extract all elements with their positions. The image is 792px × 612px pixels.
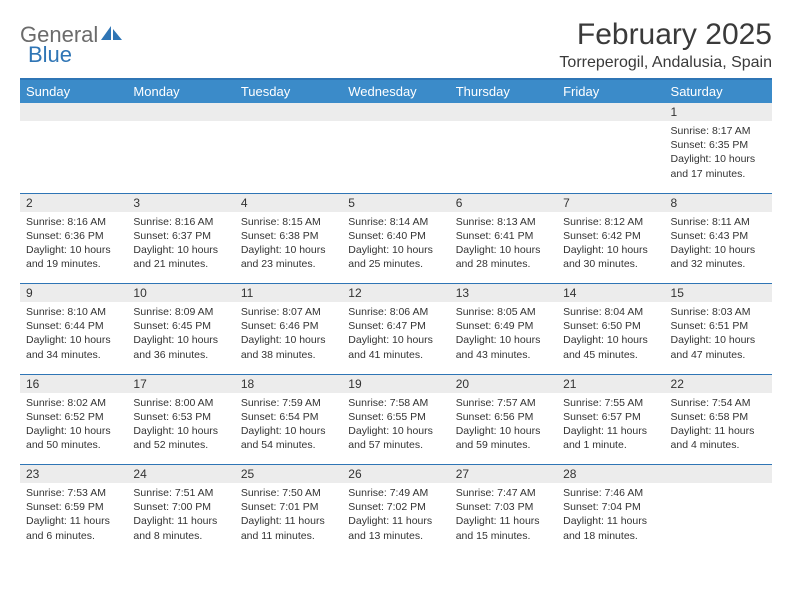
day-cell: Sunrise: 8:13 AMSunset: 6:41 PMDaylight:… (450, 212, 557, 284)
day-content-row: Sunrise: 8:02 AMSunset: 6:52 PMDaylight:… (20, 393, 772, 465)
day-number: 24 (127, 465, 234, 484)
day-number: 2 (20, 193, 127, 212)
weekday-header: Tuesday (235, 80, 342, 103)
day-cell: Sunrise: 7:49 AMSunset: 7:02 PMDaylight:… (342, 483, 449, 555)
day-cell (665, 483, 772, 555)
day-number: 16 (20, 374, 127, 393)
weekday-header-row: Sunday Monday Tuesday Wednesday Thursday… (20, 80, 772, 103)
day-number: 27 (450, 465, 557, 484)
day-number: 23 (20, 465, 127, 484)
month-title: February 2025 (559, 18, 772, 52)
day-cell: Sunrise: 8:10 AMSunset: 6:44 PMDaylight:… (20, 302, 127, 374)
day-cell: Sunrise: 7:53 AMSunset: 6:59 PMDaylight:… (20, 483, 127, 555)
day-number: 9 (20, 284, 127, 303)
day-cell (450, 121, 557, 193)
logo-text-blue-wrap: Blue (28, 42, 72, 68)
day-cell: Sunrise: 7:46 AMSunset: 7:04 PMDaylight:… (557, 483, 664, 555)
day-number: 4 (235, 193, 342, 212)
day-cell: Sunrise: 8:06 AMSunset: 6:47 PMDaylight:… (342, 302, 449, 374)
day-number: 11 (235, 284, 342, 303)
day-number: 20 (450, 374, 557, 393)
weekday-header: Friday (557, 80, 664, 103)
day-number: 5 (342, 193, 449, 212)
day-number (450, 103, 557, 121)
day-number-row: 1 (20, 103, 772, 121)
title-block: February 2025 Torreperogil, Andalusia, S… (559, 18, 772, 72)
day-cell: Sunrise: 8:09 AMSunset: 6:45 PMDaylight:… (127, 302, 234, 374)
day-cell: Sunrise: 7:51 AMSunset: 7:00 PMDaylight:… (127, 483, 234, 555)
location: Torreperogil, Andalusia, Spain (559, 54, 772, 72)
day-cell: Sunrise: 7:47 AMSunset: 7:03 PMDaylight:… (450, 483, 557, 555)
day-number: 26 (342, 465, 449, 484)
day-cell: Sunrise: 8:15 AMSunset: 6:38 PMDaylight:… (235, 212, 342, 284)
day-cell: Sunrise: 8:17 AMSunset: 6:35 PMDaylight:… (665, 121, 772, 193)
day-cell: Sunrise: 7:50 AMSunset: 7:01 PMDaylight:… (235, 483, 342, 555)
day-cell: Sunrise: 8:03 AMSunset: 6:51 PMDaylight:… (665, 302, 772, 374)
day-number (235, 103, 342, 121)
day-cell (20, 121, 127, 193)
day-number: 12 (342, 284, 449, 303)
day-content-row: Sunrise: 7:53 AMSunset: 6:59 PMDaylight:… (20, 483, 772, 555)
day-cell: Sunrise: 8:16 AMSunset: 6:37 PMDaylight:… (127, 212, 234, 284)
day-cell: Sunrise: 8:12 AMSunset: 6:42 PMDaylight:… (557, 212, 664, 284)
day-content-row: Sunrise: 8:16 AMSunset: 6:36 PMDaylight:… (20, 212, 772, 284)
day-number: 8 (665, 193, 772, 212)
day-number: 6 (450, 193, 557, 212)
day-cell: Sunrise: 7:55 AMSunset: 6:57 PMDaylight:… (557, 393, 664, 465)
day-cell: Sunrise: 7:59 AMSunset: 6:54 PMDaylight:… (235, 393, 342, 465)
day-number: 13 (450, 284, 557, 303)
weekday-header: Saturday (665, 80, 772, 103)
day-number (342, 103, 449, 121)
header: General February 2025 Torreperogil, Anda… (20, 18, 772, 72)
day-cell: Sunrise: 7:57 AMSunset: 6:56 PMDaylight:… (450, 393, 557, 465)
day-cell (235, 121, 342, 193)
calendar-body: 1Sunrise: 8:17 AMSunset: 6:35 PMDaylight… (20, 103, 772, 555)
day-number (557, 103, 664, 121)
day-number: 19 (342, 374, 449, 393)
day-cell: Sunrise: 8:11 AMSunset: 6:43 PMDaylight:… (665, 212, 772, 284)
day-content-row: Sunrise: 8:17 AMSunset: 6:35 PMDaylight:… (20, 121, 772, 193)
day-number-row: 2345678 (20, 193, 772, 212)
weekday-header: Monday (127, 80, 234, 103)
day-cell: Sunrise: 7:58 AMSunset: 6:55 PMDaylight:… (342, 393, 449, 465)
day-cell: Sunrise: 8:00 AMSunset: 6:53 PMDaylight:… (127, 393, 234, 465)
day-number: 18 (235, 374, 342, 393)
weekday-header: Wednesday (342, 80, 449, 103)
day-number (665, 465, 772, 484)
logo-text-blue: Blue (28, 42, 72, 67)
day-number-row: 16171819202122 (20, 374, 772, 393)
day-cell: Sunrise: 7:54 AMSunset: 6:58 PMDaylight:… (665, 393, 772, 465)
day-number: 22 (665, 374, 772, 393)
day-number (127, 103, 234, 121)
day-cell: Sunrise: 8:07 AMSunset: 6:46 PMDaylight:… (235, 302, 342, 374)
day-cell: Sunrise: 8:14 AMSunset: 6:40 PMDaylight:… (342, 212, 449, 284)
day-cell (342, 121, 449, 193)
day-cell (557, 121, 664, 193)
day-cell: Sunrise: 8:16 AMSunset: 6:36 PMDaylight:… (20, 212, 127, 284)
weekday-header: Thursday (450, 80, 557, 103)
day-number: 25 (235, 465, 342, 484)
day-number (20, 103, 127, 121)
logo-sail-icon (101, 24, 123, 47)
calendar-table: Sunday Monday Tuesday Wednesday Thursday… (20, 80, 772, 555)
day-cell: Sunrise: 8:05 AMSunset: 6:49 PMDaylight:… (450, 302, 557, 374)
day-number: 14 (557, 284, 664, 303)
day-cell: Sunrise: 8:04 AMSunset: 6:50 PMDaylight:… (557, 302, 664, 374)
day-cell (127, 121, 234, 193)
day-number: 1 (665, 103, 772, 121)
day-number: 17 (127, 374, 234, 393)
day-number: 21 (557, 374, 664, 393)
day-content-row: Sunrise: 8:10 AMSunset: 6:44 PMDaylight:… (20, 302, 772, 374)
day-cell: Sunrise: 8:02 AMSunset: 6:52 PMDaylight:… (20, 393, 127, 465)
weekday-header: Sunday (20, 80, 127, 103)
day-number: 15 (665, 284, 772, 303)
day-number: 10 (127, 284, 234, 303)
day-number: 3 (127, 193, 234, 212)
page: General February 2025 Torreperogil, Anda… (0, 0, 792, 555)
day-number-row: 9101112131415 (20, 284, 772, 303)
day-number: 28 (557, 465, 664, 484)
day-number: 7 (557, 193, 664, 212)
day-number-row: 232425262728 (20, 465, 772, 484)
